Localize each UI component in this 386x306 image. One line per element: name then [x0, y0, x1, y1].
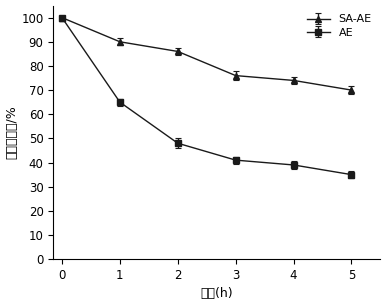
Y-axis label: 相对酶活力/%: 相对酶活力/% — [5, 106, 19, 159]
Legend: SA-AE, AE: SA-AE, AE — [304, 11, 375, 41]
X-axis label: 时间(h): 时间(h) — [201, 287, 233, 300]
